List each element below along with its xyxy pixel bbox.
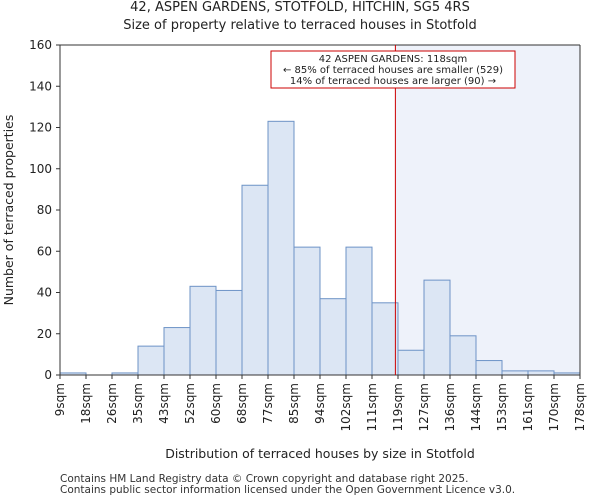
x-tick-label: 102sqm (339, 383, 353, 431)
y-tick-label: 80 (37, 203, 52, 217)
bar-161sqm (527, 370, 555, 376)
bar-43sqm (163, 327, 191, 376)
bar-77sqm (267, 120, 295, 376)
x-axis-label: Distribution of terraced houses by size … (165, 446, 475, 461)
y-tick-label: 0 (44, 368, 52, 382)
bar-144sqm (475, 360, 503, 376)
x-tick-label: 144sqm (469, 383, 483, 431)
y-tick-label: 20 (37, 327, 52, 341)
y-tick-label: 120 (29, 121, 52, 135)
y-tick-label: 100 (29, 162, 52, 176)
annotation-box (270, 50, 516, 89)
bar-111sqm (371, 302, 399, 376)
x-tick-label: 43sqm (157, 383, 171, 424)
x-tick-label: 136sqm (443, 383, 457, 431)
x-tick-label: 52sqm (183, 383, 197, 424)
x-tick-label: 161sqm (521, 383, 535, 431)
x-tick-label: 94sqm (313, 383, 327, 424)
x-tick-label: 85sqm (287, 383, 301, 424)
footer-attribution-1: Contains HM Land Registry data © Crown c… (60, 473, 469, 485)
footer-attribution-2: Contains public sector information licen… (60, 484, 516, 496)
larger-region-highlight (395, 45, 580, 375)
y-axis-label: Number of terraced properties (1, 115, 16, 306)
bar-35sqm (137, 345, 165, 376)
annotation-line-2: ← 85% of terraced houses are smaller (52… (283, 65, 503, 76)
chart-subtitle: Size of property relative to terraced ho… (123, 18, 477, 33)
x-tick-label: 26sqm (105, 383, 119, 424)
x-tick-label: 178sqm (573, 383, 587, 431)
bar-68sqm (241, 184, 269, 376)
y-tick-label: 60 (37, 244, 52, 258)
x-tick-label: 60sqm (209, 383, 223, 424)
y-tick-label: 40 (37, 286, 52, 300)
annotation-line-1: 42 ASPEN GARDENS: 118sqm (319, 54, 467, 65)
x-tick-label: 18sqm (79, 383, 93, 424)
x-tick-label: 77sqm (261, 383, 275, 424)
histogram-chart: 0 20 40 60 80 100 120 140 160 9sqm 18sqm 26sqm 35sqm… (1, 38, 587, 461)
x-tick-label: 111sqm (365, 383, 379, 431)
bar-85sqm (293, 246, 321, 376)
x-tick-label: 153sqm (495, 383, 509, 431)
y-tick-label: 140 (29, 79, 52, 93)
bar-136sqm (449, 335, 477, 376)
chart-title: 42, ASPEN GARDENS, STOTFOLD, HITCHIN, SG… (130, 0, 470, 15)
bar-52sqm (189, 285, 217, 376)
bar-94sqm (319, 298, 347, 376)
bar-127sqm (423, 279, 451, 376)
bar-153sqm (501, 370, 529, 376)
bar-102sqm (345, 246, 373, 376)
bar-119sqm (397, 349, 425, 376)
annotation-line-3: 14% of terraced houses are larger (90) → (290, 76, 496, 87)
x-tick-label: 119sqm (391, 383, 405, 431)
x-tick-label: 9sqm (53, 383, 67, 416)
x-tick-label: 68sqm (235, 383, 249, 424)
x-tick-label: 127sqm (417, 383, 431, 431)
x-tick-label: 35sqm (131, 383, 145, 424)
y-tick-label: 160 (29, 38, 52, 52)
bar-60sqm (215, 289, 243, 376)
x-tick-label: 170sqm (547, 383, 561, 431)
